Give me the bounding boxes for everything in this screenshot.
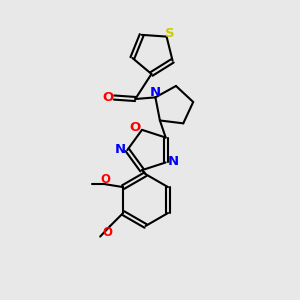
Text: O: O: [103, 226, 112, 239]
Text: O: O: [100, 172, 110, 186]
Text: N: N: [114, 143, 125, 156]
Text: O: O: [102, 91, 113, 104]
Text: S: S: [165, 27, 175, 40]
Text: N: N: [167, 155, 178, 168]
Text: O: O: [129, 121, 140, 134]
Text: N: N: [149, 85, 161, 99]
